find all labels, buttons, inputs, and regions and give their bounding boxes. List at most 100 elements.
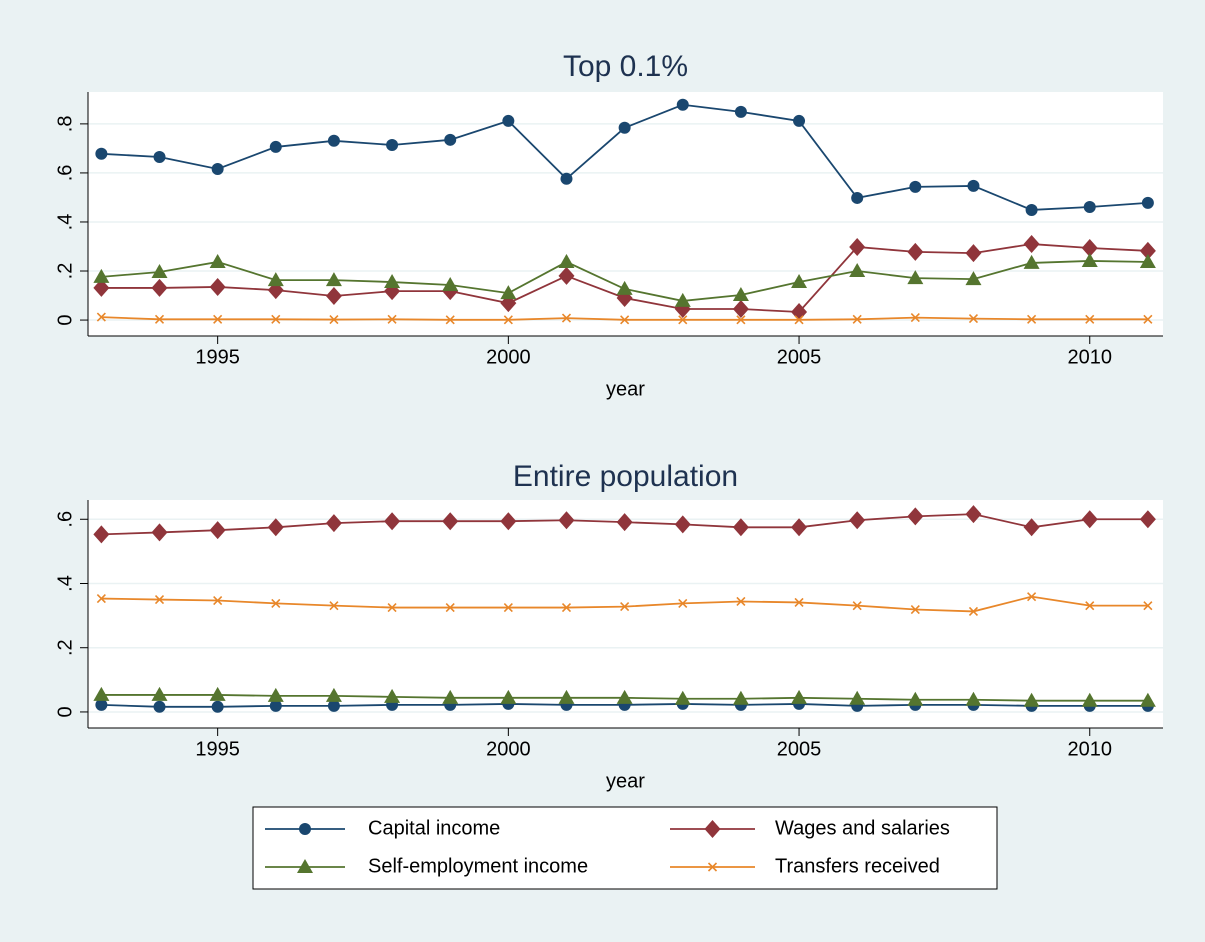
legend-label: Wages and salaries bbox=[775, 817, 950, 839]
marker bbox=[1139, 241, 1156, 260]
marker bbox=[561, 313, 572, 323]
marker bbox=[93, 268, 110, 283]
x-tick-label: 1995 bbox=[195, 346, 240, 368]
marker bbox=[325, 514, 342, 533]
marker bbox=[1081, 252, 1098, 267]
marker bbox=[851, 191, 864, 204]
marker bbox=[791, 274, 808, 289]
marker bbox=[1081, 692, 1098, 707]
marker bbox=[965, 244, 982, 263]
x-axis-label: year bbox=[606, 770, 645, 792]
marker bbox=[500, 512, 517, 531]
marker bbox=[907, 691, 924, 706]
marker bbox=[93, 278, 110, 297]
marker bbox=[1139, 692, 1156, 707]
marker bbox=[1143, 314, 1153, 324]
legend-label: Transfers received bbox=[775, 855, 940, 877]
marker bbox=[95, 147, 108, 160]
marker bbox=[707, 862, 718, 872]
marker bbox=[325, 687, 342, 702]
marker bbox=[558, 689, 575, 704]
marker bbox=[93, 525, 110, 544]
marker bbox=[736, 315, 746, 325]
marker bbox=[500, 285, 517, 300]
y-tick-label: 0 bbox=[54, 314, 76, 325]
marker bbox=[151, 523, 168, 542]
marker bbox=[445, 603, 455, 613]
marker bbox=[213, 314, 223, 324]
marker bbox=[620, 315, 630, 325]
marker bbox=[791, 689, 808, 704]
marker bbox=[849, 263, 866, 278]
marker bbox=[1083, 201, 1096, 214]
marker bbox=[267, 272, 284, 287]
marker bbox=[209, 521, 226, 540]
marker bbox=[791, 518, 808, 537]
marker bbox=[154, 594, 165, 605]
marker bbox=[267, 687, 284, 702]
marker bbox=[561, 603, 572, 613]
marker bbox=[151, 278, 168, 297]
marker bbox=[445, 315, 455, 325]
marker bbox=[153, 700, 166, 713]
x-tick-label: 2000 bbox=[486, 346, 531, 368]
marker bbox=[967, 179, 980, 192]
marker bbox=[618, 121, 631, 134]
marker bbox=[1139, 253, 1156, 268]
marker bbox=[327, 699, 340, 712]
marker bbox=[732, 518, 749, 537]
marker bbox=[560, 172, 573, 185]
marker bbox=[1143, 601, 1153, 611]
marker bbox=[325, 272, 342, 287]
marker bbox=[616, 280, 633, 295]
marker bbox=[1023, 518, 1040, 537]
marker bbox=[558, 253, 575, 268]
marker bbox=[384, 274, 401, 289]
marker bbox=[852, 314, 862, 324]
marker bbox=[500, 689, 517, 704]
marker bbox=[442, 689, 459, 704]
marker bbox=[325, 287, 342, 306]
marker bbox=[558, 266, 575, 285]
y-tick-label: .6 bbox=[54, 165, 76, 182]
y-tick-label: .2 bbox=[54, 263, 76, 280]
marker bbox=[907, 270, 924, 285]
marker bbox=[732, 300, 749, 319]
chart-title: Entire population bbox=[513, 460, 738, 493]
marker bbox=[267, 518, 284, 537]
marker bbox=[386, 138, 399, 151]
marker bbox=[299, 823, 311, 835]
x-tick-label: 2010 bbox=[1067, 738, 1112, 760]
y-tick-label: .4 bbox=[54, 214, 76, 231]
marker bbox=[269, 140, 282, 153]
marker bbox=[329, 601, 339, 611]
marker bbox=[674, 292, 691, 307]
marker bbox=[678, 598, 688, 608]
marker bbox=[1023, 254, 1040, 269]
y-tick-label: .2 bbox=[54, 639, 76, 656]
marker bbox=[794, 597, 804, 608]
x-axis-label: year bbox=[606, 378, 645, 400]
legend-box bbox=[252, 806, 998, 890]
marker bbox=[329, 315, 339, 325]
marker bbox=[502, 114, 515, 127]
marker bbox=[910, 313, 920, 323]
marker bbox=[442, 276, 459, 291]
marker bbox=[1139, 510, 1156, 529]
marker bbox=[209, 277, 226, 296]
marker bbox=[209, 253, 226, 268]
marker bbox=[95, 698, 108, 711]
marker bbox=[96, 594, 106, 604]
x-tick-label: 2005 bbox=[777, 738, 822, 760]
marker bbox=[616, 689, 633, 704]
marker bbox=[211, 163, 224, 176]
marker bbox=[734, 105, 747, 118]
marker bbox=[907, 507, 924, 526]
marker bbox=[387, 603, 397, 613]
marker bbox=[620, 602, 630, 612]
marker bbox=[676, 98, 689, 111]
marker bbox=[907, 242, 924, 261]
marker bbox=[327, 134, 340, 147]
marker bbox=[211, 700, 224, 713]
